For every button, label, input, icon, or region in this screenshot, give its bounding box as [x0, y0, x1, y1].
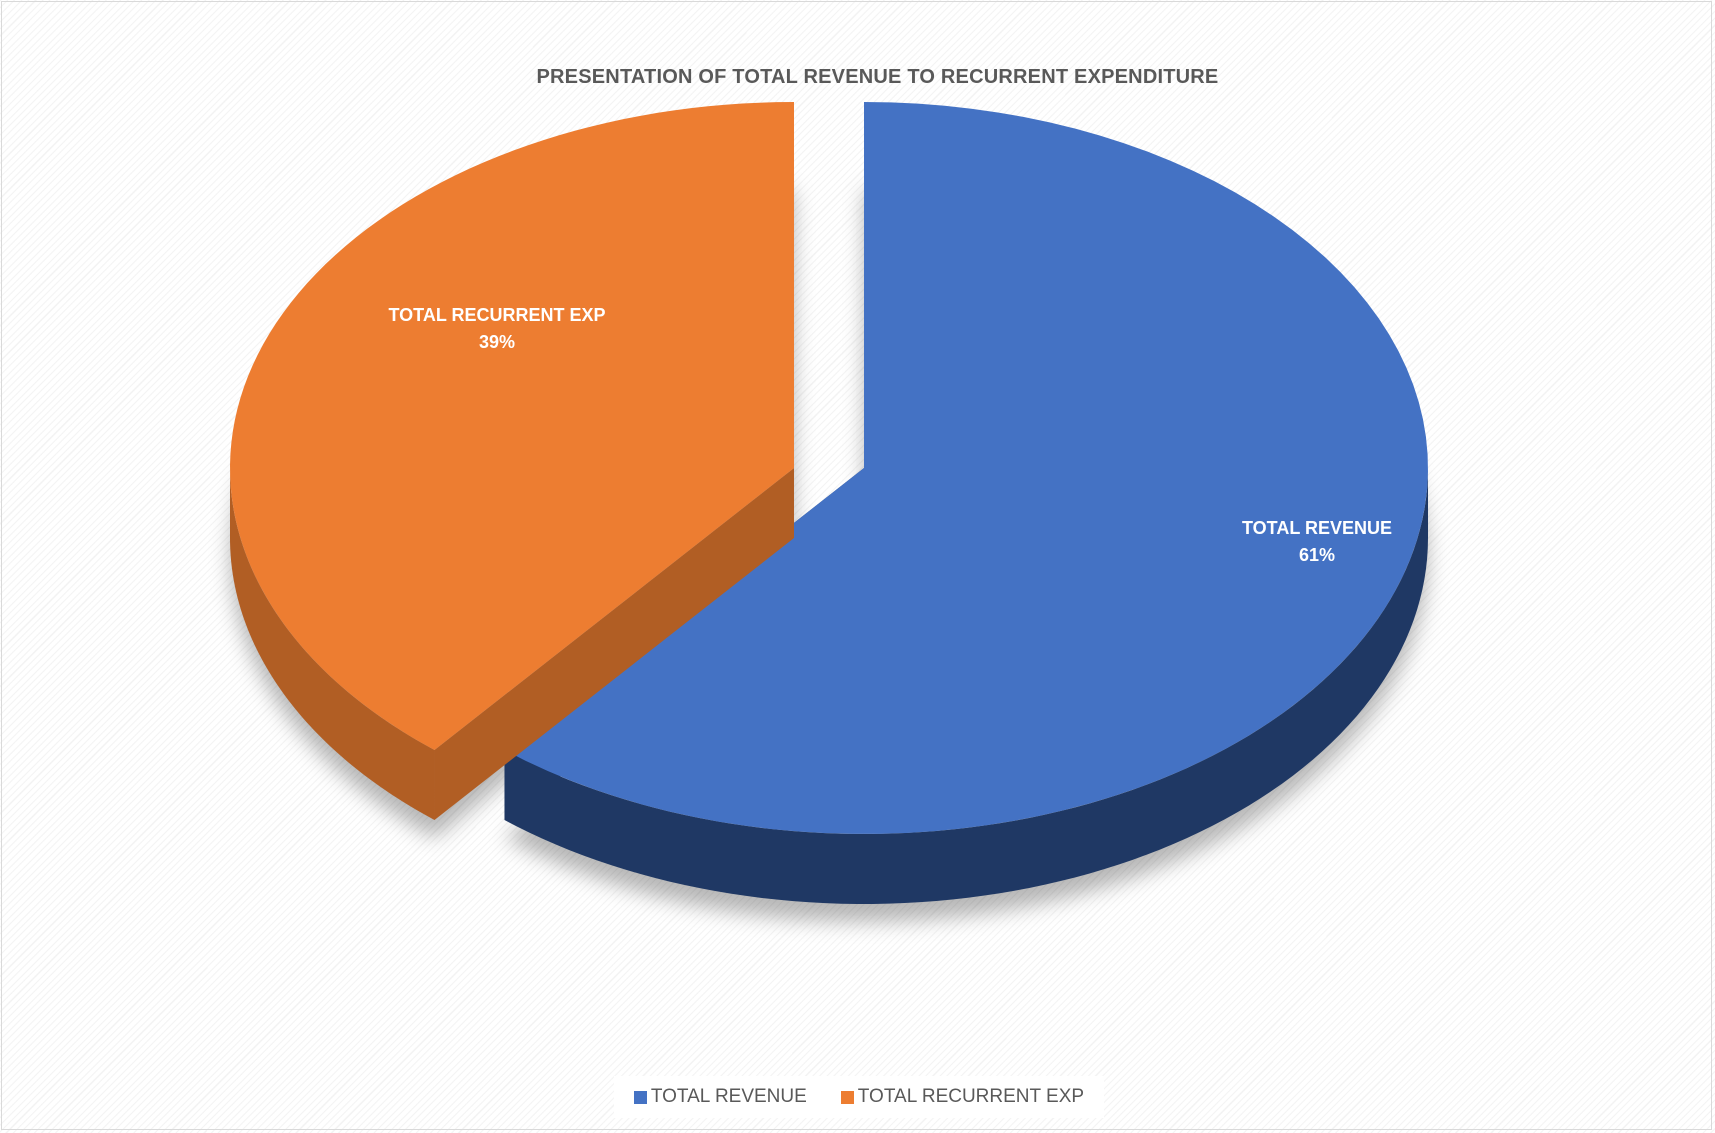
data-label-percent-total-revenue: 61%	[1299, 545, 1335, 565]
pie-slice-total-revenue[interactable]	[504, 102, 1428, 904]
legend-item-total-revenue: TOTAL REVENUE	[633, 1086, 807, 1108]
slice-rim-total-revenue	[504, 468, 1428, 904]
slice-top-total-recurrent-exp	[230, 102, 794, 751]
legend-swatch-total-recurrent-exp	[840, 1090, 854, 1104]
legend-label-total-recurrent-exp: TOTAL RECURRENT EXP	[857, 1086, 1085, 1107]
data-label-name-total-recurrent-exp: TOTAL RECURRENT EXP	[388, 305, 605, 325]
data-label-name-total-revenue: TOTAL REVENUE	[1242, 518, 1392, 538]
slice-rim-total-recurrent-exp	[230, 468, 435, 821]
pie-slice-total-recurrent-exp[interactable]	[230, 102, 794, 821]
slice-wall-total-recurrent-exp-0	[434, 468, 794, 821]
legend-item-total-recurrent-exp: TOTAL RECURRENT EXP	[840, 1086, 1085, 1108]
legend-label-total-revenue: TOTAL REVENUE	[650, 1086, 807, 1107]
legend-swatch-total-revenue	[633, 1090, 647, 1104]
chart-legend: TOTAL REVENUE TOTAL RECURRENT EXP	[614, 1076, 1104, 1118]
chart-title: PRESENTATION OF TOTAL REVENUE TO RECURRE…	[536, 66, 1219, 88]
slice-top-total-revenue	[504, 102, 1428, 834]
data-label-percent-total-recurrent-exp: 39%	[479, 332, 515, 352]
